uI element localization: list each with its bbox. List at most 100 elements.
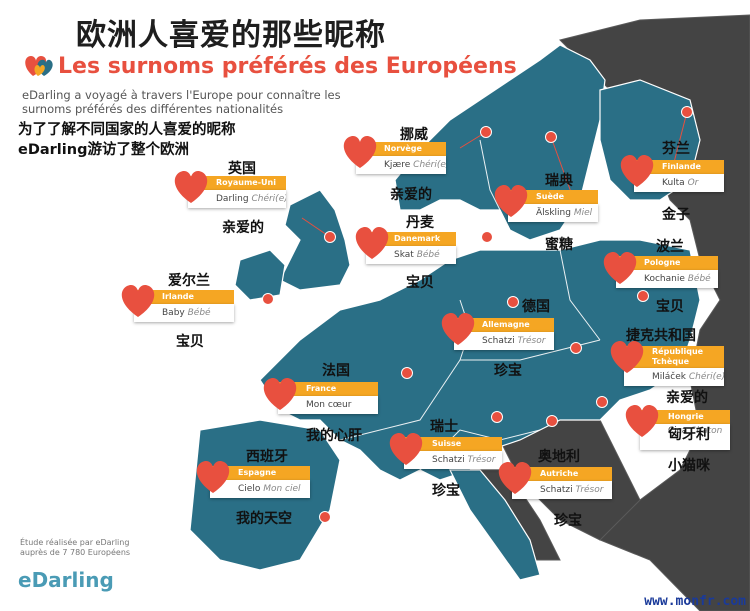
label-cn-hungary: 匈牙利 xyxy=(668,427,710,443)
label-cn-denmark: 丹麦 xyxy=(406,215,434,231)
pin-norway xyxy=(480,126,492,138)
label-nick-cn-switzerland: 珍宝 xyxy=(432,483,460,499)
card-nick-uk: Darling Chéri(e) xyxy=(188,190,286,208)
footnote-line2: auprès de 7 780 Européens xyxy=(20,548,131,557)
label-nick-cn-czech: 亲爱的 xyxy=(666,390,708,406)
watermark: www.monfr.com xyxy=(644,594,746,609)
pin-austria xyxy=(546,415,558,427)
card-country-uk: Royaume-Uni xyxy=(188,176,286,190)
card-nick-sweden: Älskling Miel xyxy=(508,204,598,222)
intro-chinese: 为了了解不同国家的人喜爱的昵称 eDarling游访了整个欧洲 xyxy=(18,120,236,160)
card-germany: Allemagne Schatzi Trésor xyxy=(454,318,554,350)
pin-france xyxy=(401,367,413,379)
label-cn-austria: 奥地利 xyxy=(538,449,580,465)
pin-poland xyxy=(637,290,649,302)
card-nick-norway: Kjære Chéri(e) xyxy=(356,156,446,174)
heart-icon-austria xyxy=(498,461,532,494)
label-nick-cn-hungary: 小猫咪 xyxy=(668,458,710,474)
label-nick-cn-austria: 珍宝 xyxy=(554,513,582,529)
card-nick-germany: Schatzi Trésor xyxy=(454,332,554,350)
label-cn-norway: 挪威 xyxy=(400,127,428,143)
footnote: Étude réalisée par eDarling auprès de 7 … xyxy=(20,538,130,558)
label-nick-cn-ireland: 宝贝 xyxy=(176,334,204,350)
card-country-czech: République Tchèque xyxy=(624,346,724,368)
card-hungary: Hongrie Cica Chaton xyxy=(640,410,730,450)
heart-icon-denmark xyxy=(355,226,389,259)
card-nick-austria: Schatzi Trésor xyxy=(512,481,612,499)
heart-icon-ireland xyxy=(121,284,155,317)
pin-switzerland xyxy=(491,411,503,423)
heart-icon-poland xyxy=(603,251,637,284)
card-nick-czech: Miláček Chéri(e) xyxy=(624,368,724,386)
heart-icon-czech xyxy=(610,340,644,373)
heart-icon-finland xyxy=(620,154,654,187)
pins xyxy=(262,106,693,523)
card-nick-switzerland: Schatzi Trésor xyxy=(404,451,502,469)
label-nick-cn-spain: 我的天空 xyxy=(236,511,292,527)
label-cn-czech: 捷克共和国 xyxy=(626,328,696,344)
label-cn-finland: 芬兰 xyxy=(662,141,690,157)
card-norway: Norvège Kjære Chéri(e) xyxy=(356,142,446,174)
label-cn-switzerland: 瑞士 xyxy=(430,419,458,435)
heart-icon-france xyxy=(263,377,297,410)
heart-icon-switzerland xyxy=(389,432,423,465)
label-cn-france: 法国 xyxy=(322,363,350,379)
card-uk: Royaume-Uni Darling Chéri(e) xyxy=(188,176,286,208)
label-nick-cn-germany: 珍宝 xyxy=(494,363,522,379)
heart-icon-norway xyxy=(343,135,377,168)
label-cn-spain: 西班牙 xyxy=(246,449,288,465)
card-country-switzerland: Suisse xyxy=(404,437,502,451)
footnote-line1: Étude réalisée par eDarling xyxy=(20,538,130,547)
label-nick-cn-norway: 亲爱的 xyxy=(390,187,432,203)
brand-logo: eDarling xyxy=(18,568,114,592)
card-nick-finland: Kulta Or xyxy=(634,174,724,192)
land-ireland xyxy=(234,249,286,301)
card-country-germany: Allemagne xyxy=(454,318,554,332)
label-nick-cn-sweden: 蜜糖 xyxy=(545,237,573,253)
card-switzerland: Suisse Schatzi Trésor xyxy=(404,437,502,469)
label-nick-cn-france: 我的心肝 xyxy=(306,428,362,444)
card-czech: République Tchèque Miláček Chéri(e) xyxy=(624,346,724,386)
title-french: Les surnoms préférés des Européens xyxy=(58,54,517,79)
heart-icon-hungary xyxy=(625,404,659,437)
intro-french: eDarling a voyagé à travers l'Europe pou… xyxy=(22,88,341,116)
pin-finland xyxy=(681,106,693,118)
card-ireland: Irlande Baby Bébé xyxy=(134,290,234,322)
label-cn-ireland: 爱尔兰 xyxy=(168,273,210,289)
card-country-austria: Autriche xyxy=(512,467,612,481)
card-country-ireland: Irlande xyxy=(134,290,234,304)
heart-icon-sweden xyxy=(494,184,528,217)
pin-denmark xyxy=(481,231,493,243)
card-country-france: France xyxy=(278,382,378,396)
card-nick-france: Mon cœur xyxy=(278,396,378,414)
intro-chinese-line2: eDarling游访了整个欧洲 xyxy=(18,142,189,158)
card-country-finland: Finlande xyxy=(634,160,724,174)
label-cn-sweden: 瑞典 xyxy=(545,173,573,189)
intro-chinese-line1: 为了了解不同国家的人喜爱的昵称 xyxy=(18,122,236,138)
label-nick-cn-uk: 亲爱的 xyxy=(222,220,264,236)
card-country-denmark: Danemark xyxy=(366,232,456,246)
heart-icon-spain xyxy=(196,460,230,493)
card-nick-ireland: Baby Bébé xyxy=(134,304,234,322)
label-cn-germany: 德国 xyxy=(522,299,550,315)
card-country-sweden: Suède xyxy=(508,190,598,204)
pin-sweden xyxy=(545,131,557,143)
card-country-norway: Norvège xyxy=(356,142,446,156)
card-finland: Finlande Kulta Or xyxy=(634,160,724,192)
label-nick-cn-denmark: 宝贝 xyxy=(406,275,434,291)
land-italy xyxy=(449,469,541,581)
label-nick-cn-finland: 金子 xyxy=(662,207,690,223)
pin-germany xyxy=(507,296,519,308)
heart-icon-uk xyxy=(174,170,208,203)
card-denmark: Danemark Skat Bébé xyxy=(366,232,456,264)
pin-spain xyxy=(319,511,331,523)
card-country-spain: Espagne xyxy=(210,466,310,480)
pin-hungary xyxy=(596,396,608,408)
title-chinese: 欧洲人喜爱的那些昵称 xyxy=(76,18,386,53)
card-country-hungary: Hongrie xyxy=(640,410,730,424)
heart-icon-germany xyxy=(441,312,475,345)
card-france: France Mon cœur xyxy=(278,382,378,414)
card-poland: Pologne Kochanie Bébé xyxy=(616,256,718,288)
